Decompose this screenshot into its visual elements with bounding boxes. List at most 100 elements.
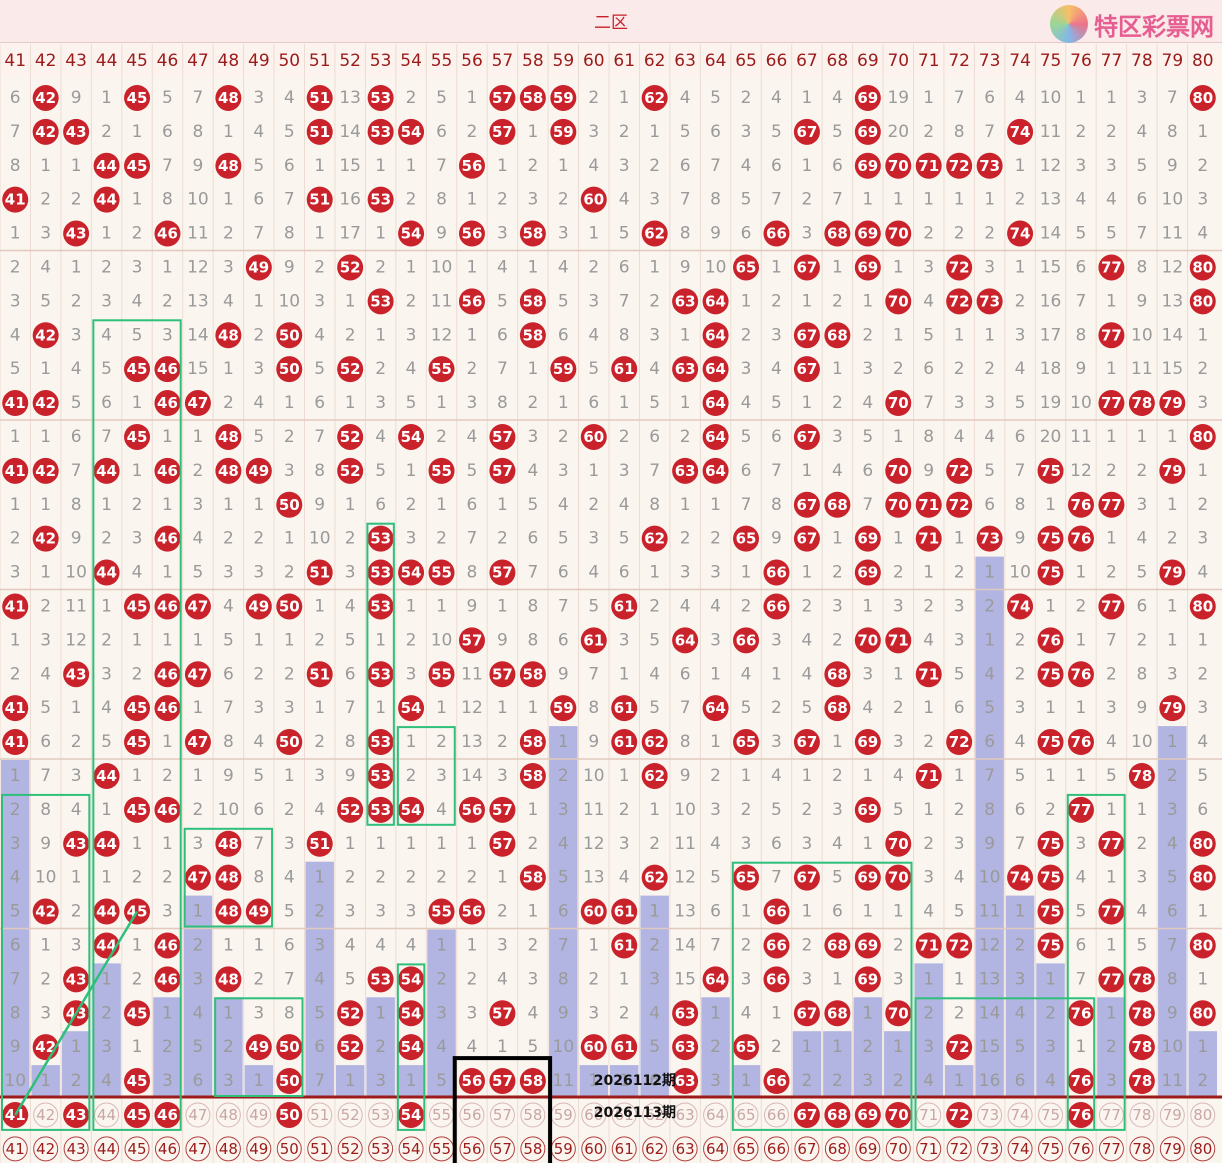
- hit-ball: [854, 152, 881, 179]
- miss-count: 2: [527, 834, 538, 854]
- miss-count: 4: [1197, 563, 1208, 583]
- hit-ball: [32, 525, 59, 552]
- hit-number: 62: [644, 225, 665, 243]
- hit-ball: [458, 627, 485, 654]
- hit-number: 69: [857, 225, 878, 243]
- miss-count: 1: [1106, 88, 1117, 108]
- miss-count: 1: [710, 495, 721, 515]
- miss-count: 2: [527, 156, 538, 176]
- miss-count: 1: [680, 495, 691, 515]
- miss-count: 3: [406, 664, 417, 684]
- miss-count: 6: [862, 461, 873, 481]
- miss-count: 10: [187, 190, 209, 210]
- empty-ball: [1190, 1136, 1216, 1162]
- miss-count: 4: [345, 935, 356, 955]
- hit-number: 55: [431, 665, 452, 683]
- hit-ball: [215, 84, 242, 111]
- hit-number: 69: [857, 1106, 878, 1124]
- miss-count: 5: [71, 393, 82, 413]
- hit-number: 75: [1040, 564, 1061, 582]
- hit-ball: [733, 254, 760, 281]
- hit-number: 53: [370, 597, 391, 615]
- hit-ball: [63, 830, 90, 857]
- hit-ball: [824, 220, 851, 247]
- placeholder-number: 55: [432, 1140, 451, 1158]
- hit-ball: [1098, 254, 1125, 281]
- miss-count: 1: [1015, 902, 1026, 922]
- miss-count: 1: [436, 596, 447, 616]
- hit-ball: [124, 1068, 151, 1095]
- miss-count: 7: [10, 122, 21, 142]
- miss-count: 2: [40, 969, 51, 989]
- miss-count: 4: [923, 630, 934, 650]
- miss-count: 5: [345, 630, 356, 650]
- miss-count: 1: [10, 630, 21, 650]
- column-header: 70: [887, 51, 909, 71]
- hit-ball: [245, 593, 272, 620]
- hit-number: 67: [796, 733, 817, 751]
- miss-count: 4: [314, 325, 325, 345]
- miss-count: 8: [1167, 122, 1178, 142]
- miss-count: 3: [588, 122, 599, 142]
- miss-count: 4: [253, 122, 264, 142]
- miss-count: 3: [862, 664, 873, 684]
- miss-count: 1: [1197, 122, 1208, 142]
- miss-count: 7: [558, 935, 569, 955]
- miss-count: 2: [1167, 529, 1178, 549]
- empty-ball: [1098, 1136, 1124, 1162]
- hit-ball: [946, 491, 973, 518]
- hit-ball: [1037, 457, 1064, 484]
- hit-ball: [915, 491, 942, 518]
- hit-ball: [1037, 898, 1064, 925]
- hit-number: 45: [127, 733, 148, 751]
- hit-ball: [946, 288, 973, 315]
- miss-count: 3: [832, 800, 843, 820]
- hit-number: 70: [888, 394, 909, 412]
- column-header: 61: [613, 51, 635, 71]
- miss-count: 3: [284, 834, 295, 854]
- miss-count: 1: [832, 359, 843, 379]
- miss-count: 1: [1106, 1003, 1117, 1023]
- hit-number: 66: [766, 225, 787, 243]
- hit-number: 69: [857, 123, 878, 141]
- miss-count: 5: [284, 902, 295, 922]
- hit-ball: [580, 1034, 607, 1061]
- miss-count: 7: [527, 563, 538, 583]
- miss-count: 2: [680, 427, 691, 447]
- miss-count: 1: [436, 495, 447, 515]
- miss-count: 1: [40, 935, 51, 955]
- hit-number: 46: [157, 394, 178, 412]
- hit-ball: [93, 762, 120, 789]
- miss-count: 5: [558, 529, 569, 549]
- miss-count: 1: [1167, 596, 1178, 616]
- miss-count: 2: [832, 291, 843, 311]
- miss-count: 2: [1106, 461, 1117, 481]
- hit-number: 78: [1131, 970, 1152, 988]
- miss-count: 6: [10, 88, 21, 108]
- miss-count: 4: [832, 461, 843, 481]
- miss-count: 4: [771, 766, 782, 786]
- miss-count: 1: [954, 766, 965, 786]
- miss-count: 7: [558, 596, 569, 616]
- hit-ball: [124, 423, 151, 450]
- hit-ball: [215, 423, 242, 450]
- miss-count: 3: [862, 1071, 873, 1091]
- miss-count: 1: [619, 766, 630, 786]
- hit-number: 67: [796, 360, 817, 378]
- miss-count: 4: [984, 427, 995, 447]
- hit-number: 45: [127, 157, 148, 175]
- hit-number: 51: [309, 564, 330, 582]
- hit-number: 54: [401, 970, 422, 988]
- miss-count: 2: [101, 630, 112, 650]
- miss-count: 1: [832, 1037, 843, 1057]
- miss-count: 2: [923, 1003, 934, 1023]
- hit-number: 55: [431, 360, 452, 378]
- placeholder-number: 51: [310, 1106, 329, 1124]
- column-header: 59: [553, 51, 575, 71]
- hit-number: 48: [218, 462, 239, 480]
- miss-count: 1: [406, 257, 417, 277]
- hit-number: 80: [1192, 597, 1213, 615]
- miss-count: 3: [771, 732, 782, 752]
- miss-count: 9: [680, 766, 691, 786]
- miss-count: 4: [802, 664, 813, 684]
